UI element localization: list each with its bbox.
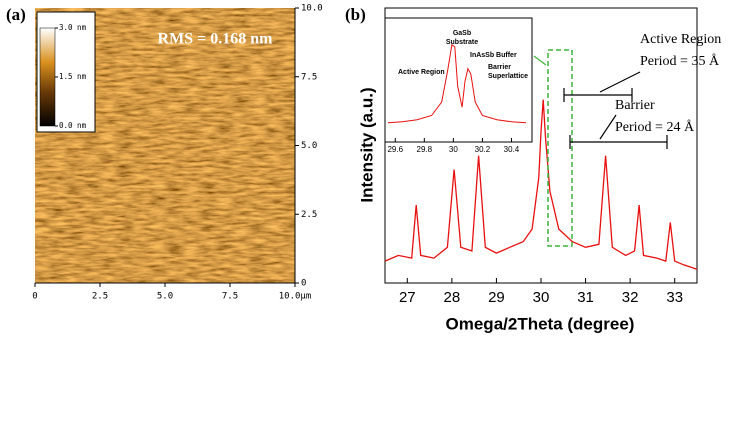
y-axis-label: Intensity (a.u.) bbox=[357, 87, 376, 202]
x-tick-label: 29.8 bbox=[417, 145, 433, 154]
colorbar-tick-label: 0.0 nm bbox=[59, 121, 87, 130]
x-tick-label: 30 bbox=[449, 145, 458, 154]
inset-annotation: InAsSb Buffer bbox=[470, 52, 517, 59]
inset-annotation: GaSb bbox=[453, 30, 471, 37]
y-tick-label: 5.0 bbox=[301, 141, 317, 151]
annotation: Period = 35 Å bbox=[640, 53, 720, 69]
y-tick-label: 0 bbox=[301, 279, 306, 289]
x-tick-label: 2.5 bbox=[92, 292, 108, 302]
inset-annotation: Superlattice bbox=[488, 73, 528, 80]
colorbar-tick-label: 3.0 nm bbox=[59, 23, 87, 32]
zoom-arrow bbox=[533, 55, 547, 66]
x-tick-label: 29.6 bbox=[387, 145, 403, 154]
data-line bbox=[384, 99, 698, 270]
x-tick-label: 30.2 bbox=[475, 145, 491, 154]
x-tick-label: 32 bbox=[622, 289, 639, 306]
inset-annotation: Barrier bbox=[488, 64, 511, 71]
x-tick-label: 30 bbox=[533, 289, 550, 306]
panel-label: (a) bbox=[6, 5, 26, 24]
x-tick-label: 5.0 bbox=[157, 292, 173, 302]
x-tick-label: 31 bbox=[577, 289, 594, 306]
x-tick-label: 10.0μm bbox=[279, 292, 312, 302]
inset-annotation: Active Region bbox=[398, 69, 445, 76]
panel-label: (b) bbox=[345, 5, 366, 24]
x-tick-label: 0 bbox=[32, 292, 37, 302]
annotation: Active Region bbox=[640, 32, 721, 47]
colorbar-tick-label: 1.5 nm bbox=[59, 72, 87, 81]
annotation: Period = 24 Å bbox=[615, 119, 695, 135]
colorbar bbox=[39, 27, 56, 127]
x-tick-label: 28 bbox=[444, 289, 461, 306]
y-tick-label: 10.0 bbox=[301, 4, 323, 14]
x-tick-label: 30.4 bbox=[504, 145, 520, 154]
x-axis-label: Omega/2Theta (degree) bbox=[446, 314, 635, 333]
x-tick-label: 7.5 bbox=[222, 292, 238, 302]
period-arrows bbox=[563, 71, 668, 149]
x-tick-label: 33 bbox=[666, 289, 683, 306]
y-tick-label: 2.5 bbox=[301, 210, 317, 220]
x-tick-label: 27 bbox=[399, 289, 416, 306]
zoom-box bbox=[547, 49, 573, 247]
rms-annotation: RMS = 0.168 nm bbox=[158, 31, 274, 48]
annotation: Barrier bbox=[615, 98, 655, 113]
data-line bbox=[387, 43, 527, 124]
y-tick-label: 7.5 bbox=[301, 72, 317, 82]
inset-annotation: Substrate bbox=[446, 39, 478, 46]
x-tick-label: 29 bbox=[488, 289, 505, 306]
